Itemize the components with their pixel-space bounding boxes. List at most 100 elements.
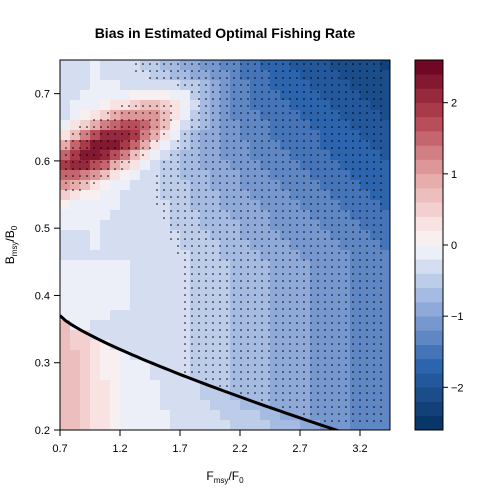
heatmap-cell: [140, 290, 151, 301]
heatmap-cell: [380, 370, 390, 381]
stipple-dot: [212, 126, 214, 128]
stipple-dot: [352, 315, 354, 317]
stipple-dot: [380, 154, 382, 156]
y-axis: 0.20.30.40.50.60.7: [35, 89, 60, 437]
heatmap-cell: [110, 200, 121, 211]
stipple-dot: [303, 252, 305, 254]
stipple-dot: [261, 168, 263, 170]
stipple-dot: [352, 210, 354, 212]
stipple-dot: [233, 231, 235, 233]
heatmap-cell: [330, 390, 341, 401]
heatmap-cell: [270, 340, 281, 351]
stipple-dot: [135, 112, 137, 114]
heatmap-cell: [160, 370, 171, 381]
stipple-dot: [366, 245, 368, 247]
heatmap-cell: [290, 300, 301, 311]
stipple-dot: [226, 252, 228, 254]
stipple-dot: [198, 301, 200, 303]
stipple-dot: [177, 182, 179, 184]
stipple-dot: [373, 252, 375, 254]
heatmap-cell: [380, 240, 390, 251]
stipple-dot: [114, 126, 116, 128]
heatmap-cell: [210, 110, 221, 121]
heatmap-cell: [90, 110, 101, 121]
stipple-dot: [205, 189, 207, 191]
stipple-dot: [128, 154, 130, 156]
stipple-dot: [352, 420, 354, 422]
stipple-dot: [317, 343, 319, 345]
stipple-dot: [156, 182, 158, 184]
heatmap-cell: [150, 150, 161, 161]
heatmap-cell: [350, 140, 361, 151]
stipple-dot: [359, 175, 361, 177]
heatmap-cell: [60, 280, 71, 291]
heatmap-cell: [110, 160, 121, 171]
heatmap-cell: [250, 250, 261, 261]
heatmap-cell: [290, 350, 301, 361]
stipple-dot: [303, 266, 305, 268]
heatmap-cell: [70, 340, 81, 351]
stipple-dot: [324, 364, 326, 366]
stipple-dot: [240, 126, 242, 128]
stipple-dot: [247, 259, 249, 261]
heatmap-cell: [170, 140, 181, 151]
stipple-dot: [324, 105, 326, 107]
stipple-dot: [352, 287, 354, 289]
heatmap-cell: [280, 210, 291, 221]
stipple-dot: [100, 119, 102, 121]
stipple-dot: [310, 245, 312, 247]
stipple-dot: [331, 140, 333, 142]
stipple-dot: [191, 196, 193, 198]
stipple-dot: [198, 315, 200, 317]
heatmap-cell: [110, 280, 121, 291]
stipple-dot: [226, 371, 228, 373]
stipple-dot: [303, 98, 305, 100]
stipple-dot: [170, 196, 172, 198]
stipple-dot: [240, 224, 242, 226]
stipple-dot: [233, 196, 235, 198]
heatmap-cell: [210, 150, 221, 161]
heatmap-cell: [290, 180, 301, 191]
stipple-dot: [331, 343, 333, 345]
stipple-dot: [254, 238, 256, 240]
heatmap-cell: [70, 350, 81, 361]
stipple-dot: [331, 84, 333, 86]
stipple-dot: [359, 336, 361, 338]
heatmap-cell: [260, 260, 271, 271]
stipple-dot: [261, 70, 263, 72]
stipple-dot: [380, 357, 382, 359]
stipple-dot: [212, 315, 214, 317]
stipple-dot: [373, 399, 375, 401]
heatmap-cell: [250, 180, 261, 191]
stipple-dot: [303, 273, 305, 275]
stipple-dot: [303, 371, 305, 373]
stipple-dot: [373, 343, 375, 345]
stipple-dot: [303, 294, 305, 296]
stipple-dot: [275, 308, 277, 310]
stipple-dot: [352, 77, 354, 79]
stipple-dot: [212, 308, 214, 310]
heatmap-cell: [330, 320, 341, 331]
stipple-dot: [310, 217, 312, 219]
stipple-dot: [72, 140, 74, 142]
stipple-dot: [142, 154, 144, 156]
heatmap-cell: [110, 420, 121, 430]
heatmap-cell: [330, 270, 341, 281]
stipple-dot: [240, 371, 242, 373]
stipple-dot: [219, 252, 221, 254]
stipple-dot: [219, 168, 221, 170]
stipple-dot: [310, 238, 312, 240]
stipple-dot: [184, 217, 186, 219]
heatmap-cell: [210, 280, 221, 291]
heatmap-cell: [140, 340, 151, 351]
stipple-dot: [254, 280, 256, 282]
heatmap-cell: [310, 210, 321, 221]
stipple-dot: [324, 147, 326, 149]
stipple-dot: [212, 119, 214, 121]
stipple-dot: [100, 133, 102, 135]
heatmap-cell: [220, 360, 231, 371]
heatmap-cell: [150, 260, 161, 271]
heatmap-cell: [130, 240, 141, 251]
heatmap-cell: [370, 160, 381, 171]
stipple-dot: [177, 238, 179, 240]
